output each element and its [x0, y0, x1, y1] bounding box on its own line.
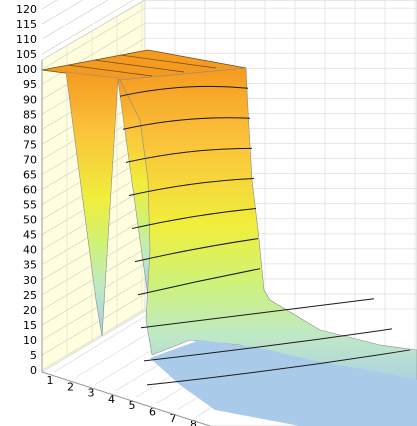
x-axis-line [41, 371, 211, 426]
contour-lines [67, 54, 411, 386]
wall-gridline [41, 263, 146, 326]
z-tick-label-35: 35 [23, 259, 37, 272]
z-tick-label-10: 10 [23, 334, 37, 347]
surface [41, 49, 417, 426]
wall-gridline [41, 0, 58, 10]
contour-line [137, 268, 261, 296]
surface-main-body [119, 67, 417, 396]
z-axis: 0 5 10 15 20 25 30 35 40 45 50 55 60 65 70 75 80 85 90 95 10… [16, 3, 43, 377]
z-tick-label-25: 25 [23, 289, 37, 302]
x-tick-label-7: 7 [170, 412, 177, 425]
z-tick-label-40: 40 [23, 244, 37, 257]
z-tick-label-110: 110 [16, 33, 37, 46]
wall-gridline [41, 308, 146, 371]
contour-line [122, 117, 251, 130]
z-tick-label-115: 115 [16, 18, 37, 31]
contour-line [146, 349, 411, 386]
wall-gridline [41, 278, 146, 341]
plateau-gridline [93, 59, 185, 73]
contour-line [125, 147, 253, 163]
z-tick-label-20: 20 [23, 304, 37, 317]
z-tick-label-75: 75 [23, 138, 37, 151]
x-tick-label-5: 5 [129, 399, 136, 412]
contour-line [134, 238, 259, 263]
wall-gridline [41, 293, 146, 356]
x-tick-label-2: 2 [67, 380, 74, 393]
z-tick-label-85: 85 [23, 108, 37, 121]
contour-line [128, 177, 255, 196]
x-tick-label-1: 1 [47, 374, 54, 387]
z-tick-label-100: 100 [16, 63, 37, 76]
z-tick-label-120: 120 [16, 3, 37, 16]
z-tick-label-15: 15 [23, 319, 37, 332]
wall-gridline [41, 0, 109, 40]
z-tick-label-45: 45 [23, 229, 37, 242]
z-tick-label-80: 80 [23, 123, 37, 136]
wall-gridline [41, 7, 146, 70]
z-tick-label-90: 90 [23, 93, 37, 106]
plateau-gridline [67, 64, 153, 77]
floor-gridline [53, 310, 155, 373]
wall-gridline [41, 0, 84, 25]
z-tick-label-50: 50 [23, 214, 37, 227]
contour-line [143, 328, 393, 362]
contour-line [131, 208, 257, 230]
contour-line [140, 298, 375, 329]
wall-gridline [41, 22, 146, 85]
z-tick-label-70: 70 [23, 153, 37, 166]
surface-left-spike [65, 71, 119, 337]
z-tick-label-5: 5 [30, 349, 37, 362]
z-tick-label-0: 0 [30, 364, 37, 377]
z-tick-label-60: 60 [23, 184, 37, 197]
wall-gridline [41, 0, 135, 55]
x-tick-label-6: 6 [149, 406, 156, 419]
z-tick-label-30: 30 [23, 274, 37, 287]
x-tick-label-3: 3 [88, 387, 95, 400]
plateau-gridline [119, 54, 217, 69]
x-tick-label-8: 8 [190, 418, 197, 426]
surface-base [150, 340, 417, 426]
z-tick-label-105: 105 [16, 48, 37, 61]
z-tick-label-65: 65 [23, 168, 37, 181]
contour-line [119, 85, 249, 97]
z-tick-label-55: 55 [23, 199, 37, 212]
z-tick-label-95: 95 [23, 78, 37, 91]
x-tick-label-4: 4 [108, 393, 115, 406]
